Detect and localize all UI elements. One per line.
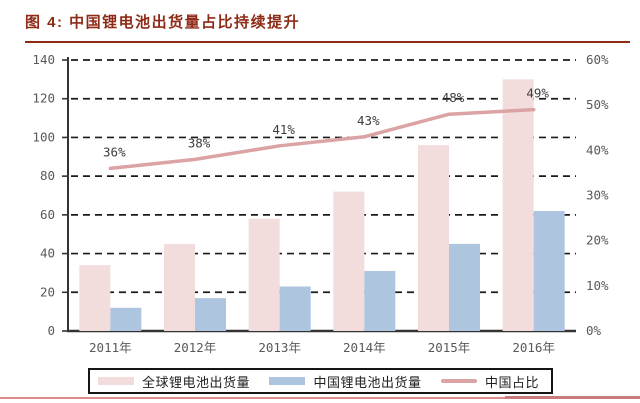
y2-axis-tick-label: 0% — [586, 323, 602, 338]
y-axis-tick-label: 60 — [40, 207, 55, 222]
y-axis-tick-label: 100 — [32, 129, 55, 144]
y-axis-tick-label: 20 — [40, 284, 55, 299]
y-axis-tick-label: 120 — [32, 91, 55, 106]
x-axis-category-label: 2014年 — [343, 340, 386, 355]
bar-global-2013年 — [248, 218, 280, 331]
x-axis-category-label: 2013年 — [258, 340, 301, 355]
bar-global-2016年 — [502, 79, 534, 331]
legend-label-global: 全球锂电池出货量 — [142, 374, 251, 390]
page-divider-line-dark — [505, 396, 640, 399]
y2-axis-tick-label: 60% — [586, 52, 609, 67]
y-axis-tick-label: 0 — [47, 323, 55, 338]
x-axis-category-label: 2012年 — [174, 340, 217, 355]
legend-swatch-china-bar — [269, 377, 306, 385]
legend-swatch-global-bar — [98, 377, 134, 385]
bar-china-2014年 — [364, 270, 396, 331]
bar-global-2011年 — [79, 265, 111, 331]
y2-axis-tick-label: 50% — [586, 97, 609, 112]
x-axis-category-label: 2016年 — [512, 340, 555, 355]
share-point-label: 38% — [188, 135, 211, 150]
y2-axis-tick-label: 20% — [586, 233, 609, 248]
bar-china-2012年 — [195, 298, 226, 331]
figure-title: 图 4: 中国锂电池出货量占比持续提升 — [25, 14, 301, 31]
y2-axis-tick-label: 30% — [586, 188, 609, 203]
share-point-label: 41% — [272, 122, 295, 137]
bar-global-2015年 — [418, 145, 449, 331]
y2-axis-tick-label: 40% — [586, 142, 609, 157]
legend-item-global: 全球锂电池出货量 — [98, 372, 250, 391]
bar-global-2014年 — [333, 191, 365, 331]
share-point-label: 49% — [526, 86, 549, 101]
bar-china-2016年 — [533, 210, 565, 331]
share-point-label: 43% — [357, 113, 380, 128]
share-point-label: 48% — [442, 90, 465, 105]
bar-global-2012年 — [164, 243, 195, 331]
bar-china-2011年 — [110, 307, 142, 331]
x-axis-category-label: 2015年 — [428, 340, 471, 355]
bar-china-2013年 — [279, 286, 311, 331]
y-axis-tick-label: 40 — [40, 246, 55, 261]
page-divider-line — [0, 397, 640, 399]
legend-label-china: 中国锂电池出货量 — [313, 374, 422, 390]
legend-swatch-share-line — [440, 379, 477, 383]
legend-label-share: 中国占比 — [484, 374, 539, 390]
y-axis-tick-label: 140 — [32, 52, 55, 67]
legend-item-china: 中国锂电池出货量 — [269, 372, 421, 391]
y2-axis-tick-label: 10% — [586, 278, 609, 293]
y-axis-tick-label: 80 — [40, 168, 55, 183]
bar-china-2015年 — [449, 243, 480, 331]
x-axis-category-label: 2011年 — [89, 340, 132, 355]
share-line — [108, 107, 536, 171]
chart-legend: 全球锂电池出货量 中国锂电池出货量 中国占比 — [88, 368, 553, 394]
share-point-label: 36% — [103, 144, 126, 159]
legend-item-share: 中国占比 — [440, 372, 539, 391]
title-underline — [25, 41, 630, 43]
